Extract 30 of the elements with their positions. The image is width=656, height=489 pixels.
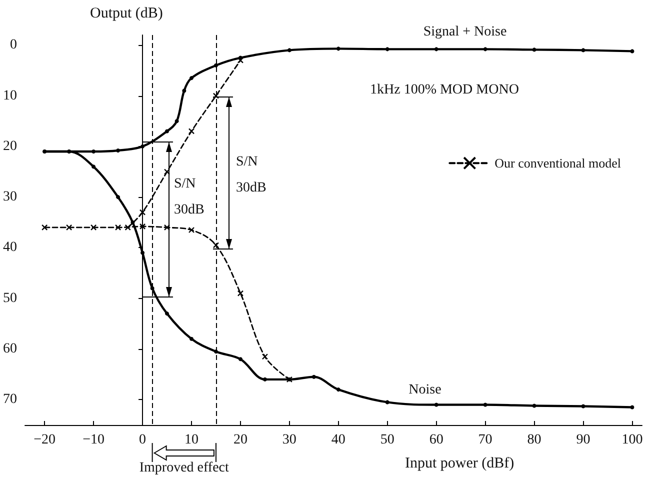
y-tick-label: 20 — [3, 138, 17, 154]
x-tick-label: −20 — [34, 432, 56, 448]
y-axis-title: Output (dB) — [90, 6, 163, 22]
y-tick-label: 10 — [3, 88, 17, 104]
x-tick-label: 60 — [429, 432, 444, 448]
y-tick-label: 50 — [3, 290, 17, 306]
annotation: S/N 30dB — [174, 176, 204, 218]
x-tick-label: 0 — [139, 432, 146, 448]
y-tick-label: 0 — [10, 38, 17, 53]
y-tick-label: 60 — [3, 342, 17, 357]
ref-line-label: Improved effect — [139, 460, 230, 476]
annotation: Signal + Noise — [423, 24, 507, 40]
annotation: S/N 30dB — [236, 154, 266, 196]
x-tick-label: 50 — [380, 432, 394, 448]
y-tick-label: 30 — [3, 190, 17, 205]
x-tick-label: 10 — [184, 432, 198, 448]
x-tick-label: 90 — [576, 432, 590, 448]
x-tick-label: 70 — [478, 432, 492, 448]
x-tick-label: 80 — [527, 432, 542, 448]
legend-label: Our conventional model — [494, 156, 622, 171]
x-axis-title: Input power (dBf) — [405, 456, 514, 472]
x-tick-label: 100 — [622, 432, 643, 448]
annotation: 1kHz 100% MOD MONO — [370, 82, 519, 98]
y-tick-label: 70 — [3, 392, 17, 408]
x-tick-label: 40 — [331, 432, 346, 448]
y-tick-label: 40 — [3, 240, 17, 256]
x-tick-label: 30 — [282, 432, 296, 448]
x-tick-label: −10 — [82, 432, 105, 448]
annotation: Noise — [408, 382, 442, 398]
x-tick-label: 20 — [233, 432, 248, 448]
